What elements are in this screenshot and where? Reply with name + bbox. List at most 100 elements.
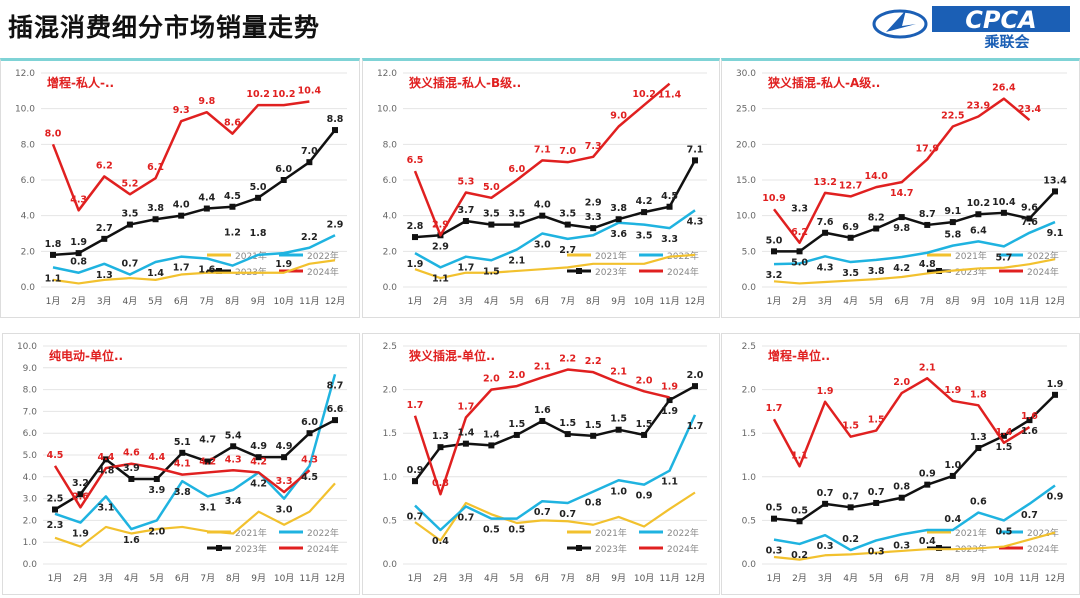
data-point — [128, 475, 135, 482]
y-tick-label: 12.0 — [377, 69, 397, 79]
y-tick-label: 0.0 — [742, 560, 757, 570]
data-label: 1.7 — [766, 403, 783, 414]
data-point — [178, 212, 185, 219]
x-tick-label: 8月 — [586, 296, 601, 307]
data-label: 4.9 — [250, 441, 267, 452]
data-label: 0.5 — [508, 525, 525, 536]
data-point — [1026, 417, 1033, 424]
y-tick-label: 8.0 — [21, 140, 36, 150]
x-tick-label: 3月 — [818, 573, 833, 584]
x-tick-label: 4月 — [843, 573, 858, 584]
y-tick-label: 0.5 — [383, 516, 397, 526]
data-label: 1.6 — [198, 264, 215, 275]
x-tick-label: 6月 — [894, 296, 909, 307]
data-label: 9.6 — [1021, 203, 1038, 214]
series-line-2024年 — [51, 100, 310, 212]
data-label: 1.5 — [636, 419, 653, 430]
x-tick-label: 11月 — [659, 573, 679, 584]
data-label: 0.2 — [842, 534, 859, 545]
legend-label: 2024年 — [667, 543, 699, 555]
data-point — [796, 518, 803, 525]
x-tick-label: 11月 — [1019, 296, 1039, 307]
x-tick-label: 9月 — [971, 296, 986, 307]
data-label: 2.9 — [327, 219, 344, 230]
data-label: 3.7 — [457, 205, 474, 216]
data-point — [102, 456, 109, 463]
x-tick-label: 1月 — [408, 296, 423, 307]
data-point — [898, 214, 905, 221]
data-label: 5.4 — [225, 430, 242, 441]
data-label: 0.4 — [944, 514, 961, 525]
data-label: 5.0 — [766, 235, 783, 246]
legend-marker — [216, 545, 222, 551]
data-label: 5.7 — [995, 252, 1012, 263]
data-label: 5.2 — [121, 178, 138, 189]
data-label: 1.7 — [457, 263, 474, 274]
data-label: 2.2 — [559, 354, 576, 365]
data-label: 4.4 — [198, 193, 215, 204]
data-label: 11.4 — [658, 90, 682, 101]
data-label: 1.9 — [407, 259, 424, 270]
data-label: 0.5 — [791, 505, 808, 516]
data-label: 0.8 — [432, 478, 449, 489]
data-point — [1026, 215, 1033, 222]
data-label: 7.1 — [534, 144, 551, 155]
data-label: 3.5 — [842, 268, 859, 279]
legend-label: 2024年 — [1027, 543, 1059, 555]
data-label: 1.6 — [534, 405, 551, 416]
series-line-2023年 — [414, 159, 697, 239]
legend-marker — [936, 545, 942, 551]
data-point — [615, 216, 622, 223]
x-tick-label: 6月 — [174, 296, 189, 307]
data-point — [771, 515, 777, 522]
data-label: 3.2 — [72, 478, 89, 489]
data-label: 4.2 — [250, 478, 267, 489]
data-label: 7.6 — [817, 217, 834, 228]
data-label: 6.0 — [301, 417, 318, 428]
y-tick-label: 0.0 — [383, 560, 398, 570]
x-tick-label: 10月 — [634, 296, 654, 307]
y-tick-label: 1.0 — [742, 473, 757, 483]
x-tick-label: 5月 — [869, 573, 884, 584]
data-label: 1.9 — [275, 259, 292, 270]
data-label: 12.7 — [839, 180, 862, 191]
data-label: 0.2 — [791, 550, 808, 561]
chart-title: 狭义插混-单位.. — [408, 348, 495, 363]
y-tick-label: 10.0 — [17, 342, 37, 352]
data-label: 0.4 — [432, 536, 449, 547]
data-point — [437, 444, 444, 451]
data-label: 6.0 — [508, 164, 525, 175]
data-point — [949, 219, 956, 226]
data-label: 5.0 — [791, 257, 808, 268]
data-label: 1.0 — [944, 460, 961, 471]
data-label: 4.2 — [250, 456, 267, 467]
data-label: 2.6 — [72, 491, 89, 502]
y-tick-label: 8.0 — [383, 140, 398, 150]
data-point — [306, 430, 313, 437]
data-label: 0.5 — [483, 525, 500, 536]
data-point — [873, 225, 880, 232]
y-tick-label: 2.5 — [742, 342, 756, 352]
data-label: 6.2 — [96, 160, 113, 171]
data-label: 4.0 — [534, 200, 551, 211]
data-label: 1.3 — [970, 432, 987, 443]
data-label: 1.8 — [45, 239, 62, 250]
x-tick-label: 7月 — [560, 573, 575, 584]
data-label: 1.2 — [224, 228, 241, 239]
y-tick-label: 7.0 — [23, 407, 38, 417]
x-tick-label: 12月 — [1045, 573, 1065, 584]
data-point — [847, 504, 854, 511]
data-point — [255, 454, 262, 461]
x-tick-label: 2月 — [792, 296, 807, 307]
data-label: 7.0 — [301, 146, 318, 157]
data-label: 22.5 — [941, 111, 964, 122]
series-line-2023年 — [54, 419, 336, 511]
data-label: 0.8 — [70, 257, 87, 268]
chart-panel-1: 0.0 2.0 4.0 6.0 8.0 10.0 12.0 1月 2月 3月 4月 5月 6月 7月 8月 9… — [0, 58, 360, 318]
data-label: 13.2 — [813, 177, 836, 188]
series-line-2023年 — [413, 385, 696, 482]
x-tick-label: 2月 — [73, 573, 88, 584]
data-label: 3.8 — [868, 266, 885, 277]
data-label: 3.9 — [123, 463, 140, 474]
data-label: 3.0 — [276, 505, 293, 516]
